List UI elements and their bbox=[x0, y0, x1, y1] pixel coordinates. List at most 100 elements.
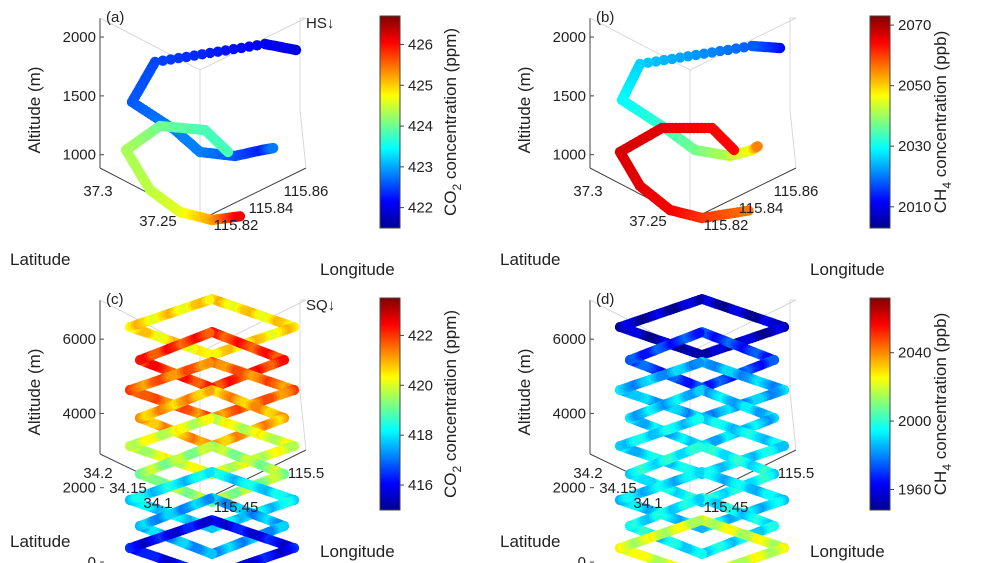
x-tick-label: 115.45 bbox=[214, 499, 259, 516]
box-edge bbox=[299, 391, 307, 451]
data-point bbox=[698, 48, 710, 59]
x-axis-label: Longitude bbox=[810, 260, 885, 279]
x-tick-label: 115.84 bbox=[249, 200, 294, 217]
data-point bbox=[259, 38, 271, 50]
colorbar-tick-label: 420 bbox=[408, 377, 433, 394]
data-point bbox=[746, 40, 758, 52]
data-point bbox=[204, 515, 215, 526]
x-axis-label: Longitude bbox=[810, 542, 885, 561]
y-tick-label: 37.25 bbox=[629, 213, 667, 230]
colorbar-label-sub: 2 bbox=[450, 184, 464, 191]
data-point bbox=[189, 50, 200, 61]
colorbar-tick-label: 2000 bbox=[898, 413, 931, 430]
panel-label: (b) bbox=[596, 9, 614, 26]
x-tick-label: 115.5 bbox=[288, 465, 324, 482]
z-tick-label: 2000 bbox=[553, 29, 586, 46]
colorbar-tick-label: 422 bbox=[408, 327, 433, 344]
colorbar-tick-label: 2010 bbox=[898, 199, 931, 216]
z-tick-label: 1500 bbox=[63, 88, 96, 105]
data-point bbox=[204, 385, 215, 396]
z-tick-label: 0 bbox=[578, 554, 586, 563]
colorbar-tick-label: 418 bbox=[408, 427, 433, 444]
z-tick-label: 6000 bbox=[553, 331, 586, 348]
data-point bbox=[157, 55, 169, 66]
colorbar bbox=[869, 15, 891, 229]
y-tick-label: 37.25 bbox=[139, 213, 177, 230]
colorbar-label-rest: concentration (ppm) bbox=[441, 310, 460, 466]
data-point bbox=[650, 56, 662, 67]
data-point bbox=[196, 49, 208, 60]
data-point bbox=[234, 211, 246, 222]
data-point bbox=[658, 54, 670, 66]
z-axis-label: Altitude (m) bbox=[515, 349, 534, 436]
y-axis-label: Latitude bbox=[500, 250, 561, 269]
colorbar-label-sub: 4 bbox=[940, 464, 954, 471]
panel-label: (a) bbox=[106, 9, 124, 26]
z-tick-label: 1000 bbox=[63, 147, 96, 164]
colorbar-label: CO2 concentration (ppm) bbox=[441, 310, 464, 498]
data-point bbox=[244, 41, 255, 52]
colorbar bbox=[869, 297, 891, 511]
box-edge bbox=[789, 391, 797, 451]
z-tick-label: 4000 bbox=[553, 405, 586, 422]
z-tick-label: 2000 bbox=[553, 480, 586, 497]
colorbar bbox=[379, 15, 401, 229]
colorbar-label-rest: concentration (ppm) bbox=[441, 28, 460, 184]
x-axis-line bbox=[689, 449, 797, 503]
data-point bbox=[714, 45, 726, 57]
data-point bbox=[690, 49, 702, 61]
y-tick-label: 34.1 bbox=[633, 495, 662, 512]
data-point bbox=[694, 294, 705, 305]
y-tick-label: 37.3 bbox=[573, 183, 602, 200]
data-point bbox=[722, 44, 734, 56]
colorbar-label: CH4 concentration (ppb) bbox=[931, 313, 954, 495]
data-point bbox=[682, 51, 694, 62]
data-point bbox=[694, 467, 705, 478]
colorbar-tick-label: 426 bbox=[408, 37, 433, 54]
data-point bbox=[694, 493, 705, 504]
box-edge bbox=[99, 299, 307, 353]
data-point bbox=[694, 327, 705, 338]
data-point bbox=[694, 413, 705, 424]
data-point bbox=[694, 357, 705, 368]
z-axis-label: Altitude (m) bbox=[25, 349, 44, 436]
data-point bbox=[228, 43, 239, 55]
data-point bbox=[204, 294, 215, 305]
z-tick-label: 2000 bbox=[63, 480, 96, 497]
y-axis-label: Latitude bbox=[10, 532, 71, 551]
z-tick-label: 0 bbox=[88, 554, 96, 563]
z-tick-label: 4000 bbox=[63, 405, 96, 422]
box-edge bbox=[299, 109, 307, 169]
data-point bbox=[267, 142, 279, 154]
x-tick-label: 115.45 bbox=[704, 499, 749, 516]
colorbar-label-main: CH bbox=[931, 471, 950, 496]
x-tick-label: 115.86 bbox=[284, 183, 329, 200]
panel-tag: SQ↓ bbox=[306, 297, 335, 314]
data-point bbox=[694, 441, 705, 452]
data-point bbox=[642, 57, 654, 68]
x-axis-line bbox=[199, 167, 307, 221]
data-point bbox=[204, 493, 215, 504]
y-tick-label: 34.2 bbox=[83, 465, 112, 482]
colorbar-label-sub: 2 bbox=[450, 466, 464, 473]
colorbar-tick-label: 2050 bbox=[898, 78, 931, 95]
z-axis-label: Altitude (m) bbox=[25, 67, 44, 154]
z-tick-label: 1000 bbox=[553, 147, 586, 164]
z-axis-label: Altitude (m) bbox=[515, 67, 534, 154]
data-point bbox=[204, 441, 215, 452]
x-tick-label: 115.82 bbox=[214, 217, 259, 234]
colorbar-tick-label: 2070 bbox=[898, 17, 931, 34]
colorbar-label-main: CO bbox=[441, 473, 460, 499]
y-tick-label: 34.15 bbox=[109, 480, 147, 497]
data-point bbox=[181, 51, 192, 63]
z-tick-label: 6000 bbox=[63, 331, 96, 348]
data-point bbox=[738, 42, 750, 53]
data-point bbox=[204, 327, 215, 338]
data-point bbox=[752, 141, 763, 152]
data-point bbox=[694, 515, 705, 526]
colorbar-tick-label: 2040 bbox=[898, 345, 931, 362]
data-point bbox=[674, 52, 686, 63]
